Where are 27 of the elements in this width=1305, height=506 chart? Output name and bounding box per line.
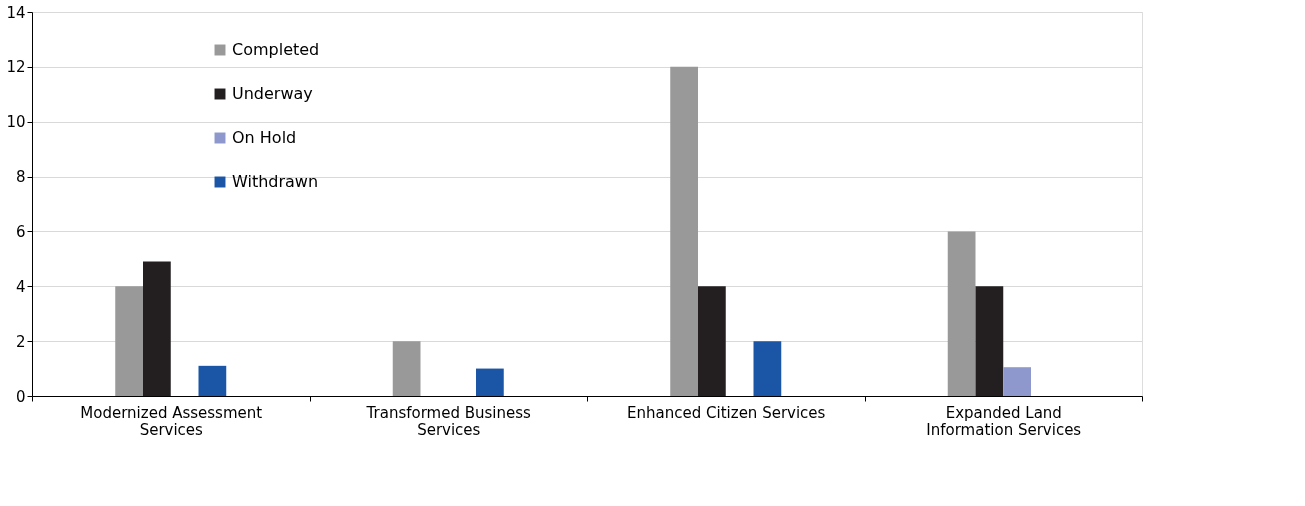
y-tick-label: 2 xyxy=(15,332,26,351)
legend-label: Withdrawn xyxy=(232,172,319,191)
bar xyxy=(698,286,726,396)
y-tick-label: 4 xyxy=(15,277,26,296)
x-tick-label: Modernized Assessment Services xyxy=(80,403,263,439)
y-tick-label: 0 xyxy=(15,387,26,406)
x-tick-label: Expanded Land Information Services xyxy=(926,403,1082,439)
bar xyxy=(753,341,782,396)
bar xyxy=(670,66,698,396)
legend-label: On Hold xyxy=(232,128,297,147)
bar xyxy=(1003,367,1031,396)
bar xyxy=(476,368,504,396)
x-tick-label: Transformed Business Services xyxy=(365,403,532,439)
y-tick-label: 6 xyxy=(15,222,26,241)
y-tick-label: 8 xyxy=(15,168,26,187)
x-tick-label: Enhanced Citizen Services xyxy=(627,403,826,422)
bar xyxy=(198,365,227,396)
bar xyxy=(392,341,421,396)
y-tick-label: 12 xyxy=(6,58,26,77)
legend-label: Completed xyxy=(232,40,320,59)
bar xyxy=(975,286,1004,396)
bar xyxy=(947,231,976,396)
y-tick-label: 10 xyxy=(6,113,26,132)
legend-label: Underway xyxy=(232,84,313,103)
bar xyxy=(143,261,171,396)
y-tick-label: 14 xyxy=(6,3,26,22)
bar xyxy=(115,286,143,396)
